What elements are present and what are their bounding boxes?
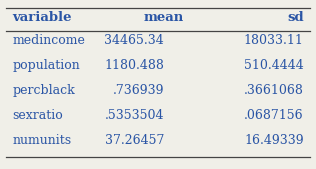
Text: numunits: numunits — [12, 134, 71, 147]
Text: 510.4444: 510.4444 — [244, 59, 304, 72]
Text: 1180.488: 1180.488 — [104, 59, 164, 72]
Text: 37.26457: 37.26457 — [105, 134, 164, 147]
Text: variable: variable — [12, 11, 72, 25]
Text: sexratio: sexratio — [12, 109, 63, 122]
Text: 34465.34: 34465.34 — [104, 34, 164, 47]
Text: .0687156: .0687156 — [244, 109, 304, 122]
Text: mean: mean — [144, 11, 184, 25]
Text: percblack: percblack — [12, 84, 75, 97]
Text: .736939: .736939 — [112, 84, 164, 97]
Text: sd: sd — [287, 11, 304, 25]
Text: .3661068: .3661068 — [244, 84, 304, 97]
Text: .5353504: .5353504 — [105, 109, 164, 122]
Text: 16.49339: 16.49339 — [244, 134, 304, 147]
Text: population: population — [12, 59, 80, 72]
Text: 18033.11: 18033.11 — [244, 34, 304, 47]
Text: medincome: medincome — [12, 34, 85, 47]
